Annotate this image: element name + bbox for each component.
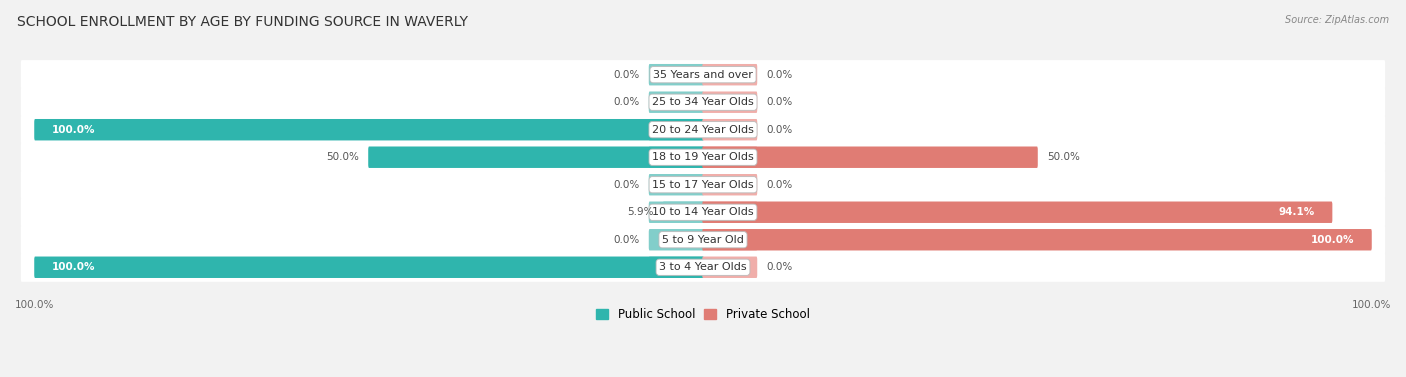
Text: Source: ZipAtlas.com: Source: ZipAtlas.com: [1285, 15, 1389, 25]
Text: 50.0%: 50.0%: [1047, 152, 1080, 162]
Text: 0.0%: 0.0%: [613, 235, 640, 245]
FancyBboxPatch shape: [648, 202, 704, 223]
FancyBboxPatch shape: [21, 198, 1385, 227]
Text: 5.9%: 5.9%: [627, 207, 654, 217]
Text: 100.0%: 100.0%: [1351, 300, 1391, 310]
FancyBboxPatch shape: [34, 119, 704, 141]
FancyBboxPatch shape: [648, 147, 704, 168]
FancyBboxPatch shape: [648, 64, 704, 86]
FancyBboxPatch shape: [21, 225, 1385, 254]
FancyBboxPatch shape: [21, 87, 1385, 117]
FancyBboxPatch shape: [702, 64, 758, 86]
FancyBboxPatch shape: [368, 147, 704, 168]
Text: 94.1%: 94.1%: [1278, 207, 1315, 217]
Text: 10 to 14 Year Olds: 10 to 14 Year Olds: [652, 207, 754, 217]
Text: 50.0%: 50.0%: [326, 152, 359, 162]
FancyBboxPatch shape: [702, 202, 1333, 223]
FancyBboxPatch shape: [702, 256, 758, 278]
Text: 5 to 9 Year Old: 5 to 9 Year Old: [662, 235, 744, 245]
FancyBboxPatch shape: [648, 119, 704, 141]
FancyBboxPatch shape: [21, 143, 1385, 172]
Text: 35 Years and over: 35 Years and over: [652, 70, 754, 80]
FancyBboxPatch shape: [21, 60, 1385, 89]
FancyBboxPatch shape: [702, 174, 758, 195]
Text: 0.0%: 0.0%: [766, 97, 793, 107]
FancyBboxPatch shape: [648, 92, 704, 113]
Text: 0.0%: 0.0%: [766, 180, 793, 190]
Text: 100.0%: 100.0%: [1310, 235, 1354, 245]
Text: 0.0%: 0.0%: [766, 70, 793, 80]
FancyBboxPatch shape: [21, 170, 1385, 199]
FancyBboxPatch shape: [702, 147, 758, 168]
FancyBboxPatch shape: [21, 115, 1385, 144]
FancyBboxPatch shape: [648, 229, 704, 250]
Text: 0.0%: 0.0%: [613, 70, 640, 80]
Text: 15 to 17 Year Olds: 15 to 17 Year Olds: [652, 180, 754, 190]
FancyBboxPatch shape: [702, 92, 758, 113]
FancyBboxPatch shape: [702, 229, 758, 250]
FancyBboxPatch shape: [21, 253, 1385, 282]
FancyBboxPatch shape: [34, 256, 704, 278]
Text: 3 to 4 Year Olds: 3 to 4 Year Olds: [659, 262, 747, 272]
Text: SCHOOL ENROLLMENT BY AGE BY FUNDING SOURCE IN WAVERLY: SCHOOL ENROLLMENT BY AGE BY FUNDING SOUR…: [17, 15, 468, 29]
Text: 100.0%: 100.0%: [52, 262, 96, 272]
Legend: Public School, Private School: Public School, Private School: [592, 303, 814, 326]
FancyBboxPatch shape: [702, 147, 1038, 168]
Text: 25 to 34 Year Olds: 25 to 34 Year Olds: [652, 97, 754, 107]
FancyBboxPatch shape: [662, 202, 704, 223]
FancyBboxPatch shape: [702, 119, 758, 141]
Text: 0.0%: 0.0%: [613, 180, 640, 190]
Text: 0.0%: 0.0%: [613, 97, 640, 107]
FancyBboxPatch shape: [702, 202, 758, 223]
FancyBboxPatch shape: [648, 174, 704, 195]
Text: 0.0%: 0.0%: [766, 125, 793, 135]
Text: 18 to 19 Year Olds: 18 to 19 Year Olds: [652, 152, 754, 162]
Text: 0.0%: 0.0%: [766, 262, 793, 272]
FancyBboxPatch shape: [648, 256, 704, 278]
FancyBboxPatch shape: [702, 229, 1372, 250]
Text: 20 to 24 Year Olds: 20 to 24 Year Olds: [652, 125, 754, 135]
Text: 100.0%: 100.0%: [15, 300, 55, 310]
Text: 100.0%: 100.0%: [52, 125, 96, 135]
